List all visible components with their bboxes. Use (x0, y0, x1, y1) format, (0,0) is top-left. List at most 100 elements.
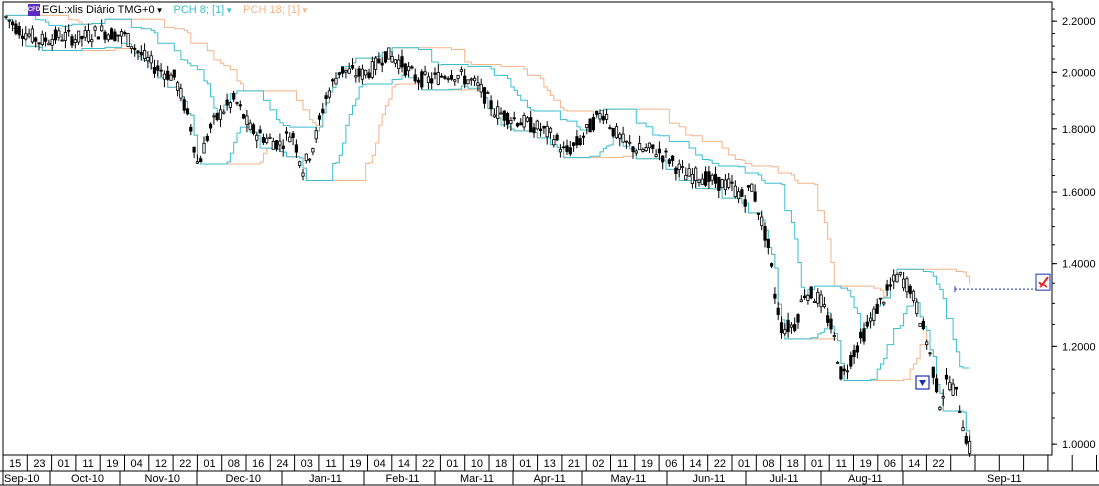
x-day-label-34: 11 (836, 458, 847, 470)
candle-body (60, 39, 64, 42)
candle-body (562, 146, 566, 149)
candle-body (113, 31, 117, 42)
candle-body (73, 39, 77, 43)
pch18-dropdown-icon[interactable]: ▼ (301, 5, 309, 15)
candle-body (383, 51, 388, 63)
candle-body (680, 166, 685, 168)
candle-body (618, 133, 622, 139)
candle-body (842, 368, 846, 372)
candle-body (628, 141, 632, 144)
candle-body (156, 65, 160, 71)
candle-body (86, 30, 91, 42)
candle-body (908, 285, 912, 295)
candle-body (301, 172, 305, 177)
candle-body (892, 274, 896, 282)
candle-body (34, 37, 38, 42)
pch8-dropdown-icon[interactable]: ▼ (225, 5, 234, 15)
candle-body (202, 142, 206, 154)
candle-body (555, 134, 559, 141)
candle-body (4, 15, 8, 18)
candle-body (258, 129, 262, 134)
candle-body (291, 132, 295, 138)
candle-body (225, 99, 229, 106)
candle-body (215, 112, 219, 121)
candle-body (439, 75, 444, 78)
candle-body (307, 158, 312, 161)
candle-body (812, 300, 817, 303)
candle-body (661, 155, 665, 163)
candle-body (664, 150, 668, 153)
candle-body (760, 216, 764, 227)
candle-body (70, 36, 74, 46)
chart-legend: CFD EGL:xlis Diário TMG+0 ▼ PCH 8; [1] ▼… (28, 3, 319, 17)
candle-body (532, 127, 536, 134)
candle-body (426, 76, 431, 84)
candle-body (638, 143, 642, 151)
candle-body (644, 147, 648, 151)
candle-body (278, 140, 282, 146)
y-tick-label-6: 1.0000 (1062, 439, 1096, 451)
legend-pch8[interactable]: PCH 8; [1] (173, 4, 225, 16)
candle-body (671, 155, 675, 161)
candle-body (63, 31, 67, 41)
candle-body (413, 74, 417, 82)
candle-body (106, 34, 110, 41)
x-day-label-6: 12 (155, 458, 167, 470)
x-day-label-5: 04 (131, 458, 143, 470)
candle-body (347, 68, 351, 74)
candle-body (433, 72, 437, 75)
candle-body (420, 71, 424, 88)
candle-body (149, 55, 153, 64)
x-month-label-3: Dec-10 (226, 473, 261, 485)
candle-body (403, 63, 407, 76)
candle-body (928, 352, 932, 355)
candle-body (53, 29, 58, 41)
candle-body (822, 304, 827, 308)
candle-body (859, 331, 863, 339)
candle-body (651, 144, 655, 149)
candle-body (915, 301, 919, 314)
x-day-label-21: 01 (519, 458, 531, 470)
pch8-upper-line (6, 14, 970, 369)
candle-body (205, 135, 209, 141)
x-day-label-23: 21 (568, 458, 580, 470)
candle-body (634, 150, 638, 154)
legend-pch18[interactable]: PCH 18; [1] (243, 4, 301, 16)
candle-body (139, 51, 143, 56)
candle-body (657, 148, 662, 154)
candle-body (265, 137, 269, 144)
candle-body (819, 294, 823, 308)
candle-body (321, 108, 325, 113)
candle-body (241, 114, 246, 119)
candle-body (921, 320, 926, 330)
candle-body (142, 49, 147, 59)
candle-body (103, 31, 107, 40)
candle-body (499, 112, 503, 115)
candle-body (793, 324, 797, 331)
x-day-label-37: 14 (908, 458, 920, 470)
candle-body (746, 185, 751, 188)
candle-body (575, 136, 579, 146)
x-day-label-27: 06 (665, 458, 677, 470)
candle-body (832, 335, 836, 338)
candle-body (10, 21, 15, 26)
candle-body (245, 115, 249, 126)
candle-body (591, 117, 596, 131)
candle-body (7, 19, 11, 22)
candle-body (175, 82, 180, 91)
down-triangle-shape (919, 380, 926, 386)
candle-body (136, 50, 140, 54)
candle-body (476, 82, 480, 87)
x-month-label-12: Sep-11 (987, 473, 1022, 485)
candle-body (700, 178, 704, 185)
candle-body (271, 141, 275, 150)
candle-body (941, 396, 945, 399)
symbol-dropdown-icon[interactable]: ▼ (155, 5, 164, 15)
legend-symbol[interactable]: EGL:xlis Diário TMG+0 (42, 4, 155, 16)
candle-body (281, 145, 285, 150)
candle-body (690, 173, 695, 184)
candle-body (944, 374, 949, 380)
candle-body (172, 69, 176, 78)
candle-body (697, 179, 701, 183)
